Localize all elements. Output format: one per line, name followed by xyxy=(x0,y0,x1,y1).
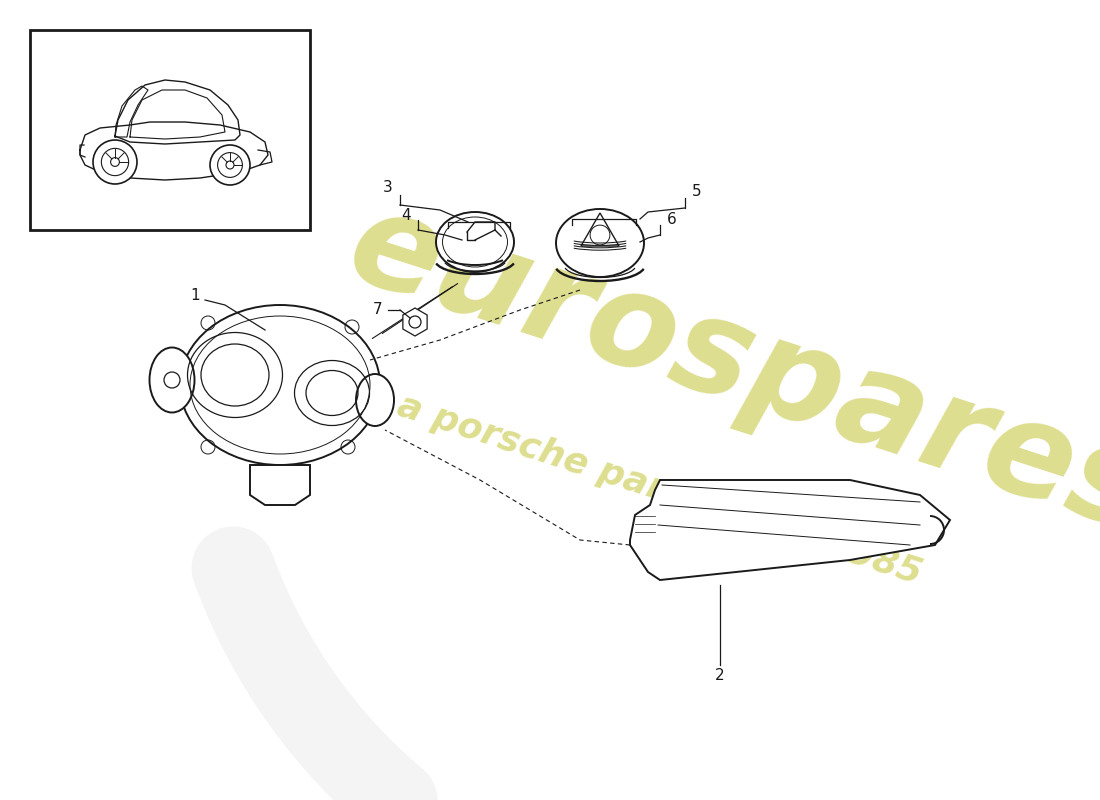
Polygon shape xyxy=(116,80,240,144)
Text: eurospares: eurospares xyxy=(333,181,1100,559)
Text: 7: 7 xyxy=(373,302,383,318)
Ellipse shape xyxy=(436,212,514,272)
Text: 4: 4 xyxy=(402,207,410,222)
Polygon shape xyxy=(80,122,268,180)
Polygon shape xyxy=(403,308,427,336)
Polygon shape xyxy=(250,465,310,505)
Text: 3: 3 xyxy=(383,181,393,195)
Bar xyxy=(30,30,310,230)
Text: 6: 6 xyxy=(667,213,676,227)
Text: 5: 5 xyxy=(692,185,702,199)
Polygon shape xyxy=(630,480,950,580)
Ellipse shape xyxy=(356,374,394,426)
Ellipse shape xyxy=(556,209,644,277)
Ellipse shape xyxy=(180,305,380,465)
Circle shape xyxy=(210,145,250,185)
Text: 2: 2 xyxy=(715,667,725,682)
Text: 1: 1 xyxy=(190,287,200,302)
Ellipse shape xyxy=(150,347,195,413)
Circle shape xyxy=(94,140,138,184)
Text: a porsche parts since 1985: a porsche parts since 1985 xyxy=(394,389,926,591)
